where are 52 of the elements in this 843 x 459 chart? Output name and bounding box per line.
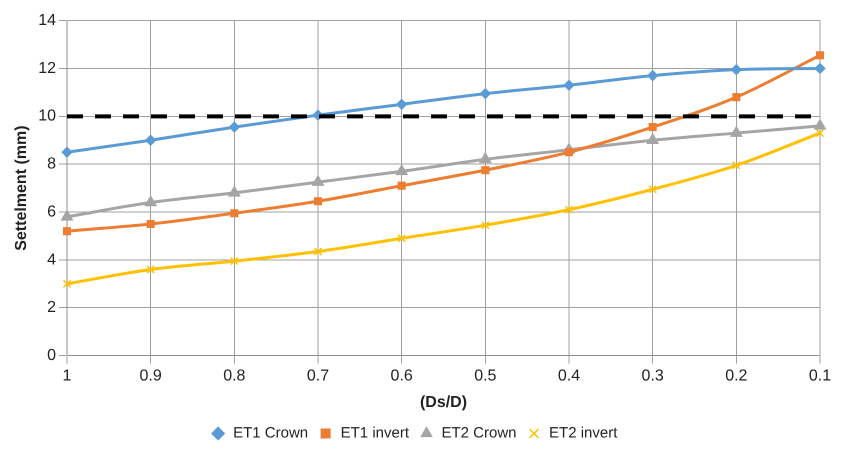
point <box>228 122 240 133</box>
point <box>145 134 156 146</box>
x-tick-label: 0.3 <box>642 368 664 385</box>
y-tick-label: 10 <box>38 108 56 125</box>
legend-label: ET2 Crown <box>442 424 517 442</box>
point <box>397 234 406 243</box>
y-tick-label: 8 <box>47 156 56 173</box>
y-tick-label: 4 <box>47 251 56 268</box>
point <box>481 220 490 230</box>
point <box>230 209 238 218</box>
point <box>732 93 740 102</box>
point <box>732 161 741 170</box>
x-tick-label: 0.7 <box>306 368 330 385</box>
point <box>230 256 239 266</box>
y-tick-label: 6 <box>47 203 56 220</box>
x-tick-label: 0.4 <box>558 368 580 385</box>
point <box>816 128 824 138</box>
point <box>648 123 657 132</box>
point <box>647 70 658 82</box>
point <box>398 182 406 190</box>
x-tick-label: 0.2 <box>725 368 748 385</box>
point <box>62 280 72 288</box>
x-axis-title: (Ds/D) <box>420 394 468 411</box>
x-tick-label: 0.8 <box>223 368 246 385</box>
y-tick-label: 12 <box>38 60 56 77</box>
point <box>146 220 155 228</box>
point <box>730 64 742 76</box>
point <box>396 98 408 110</box>
point <box>146 265 155 274</box>
point <box>564 205 574 214</box>
point <box>314 197 322 206</box>
point <box>314 247 322 256</box>
y-tick-label: 14 <box>38 12 56 30</box>
legend-label: ET2 invert <box>549 424 618 442</box>
point <box>480 88 491 100</box>
legend-label: ET1 Crown <box>233 424 308 442</box>
y-tick-label: 2 <box>47 299 56 316</box>
point <box>62 227 72 236</box>
legend-label: ET1 invert <box>340 424 410 442</box>
point <box>816 51 824 60</box>
point <box>648 185 657 194</box>
x-tick-label: 0.5 <box>474 368 497 385</box>
x-tick-label: 0.9 <box>140 368 162 385</box>
point <box>814 62 826 74</box>
y-axis-title: Settelment (mm) <box>13 125 30 251</box>
x-tick-label: 0.1 <box>808 368 832 385</box>
x-tick-label: 0.6 <box>390 368 413 385</box>
point <box>61 146 72 158</box>
point <box>564 80 574 91</box>
point <box>481 166 490 174</box>
x-tick-label: 1 <box>62 368 72 385</box>
y-tick-label: 0 <box>47 347 56 364</box>
